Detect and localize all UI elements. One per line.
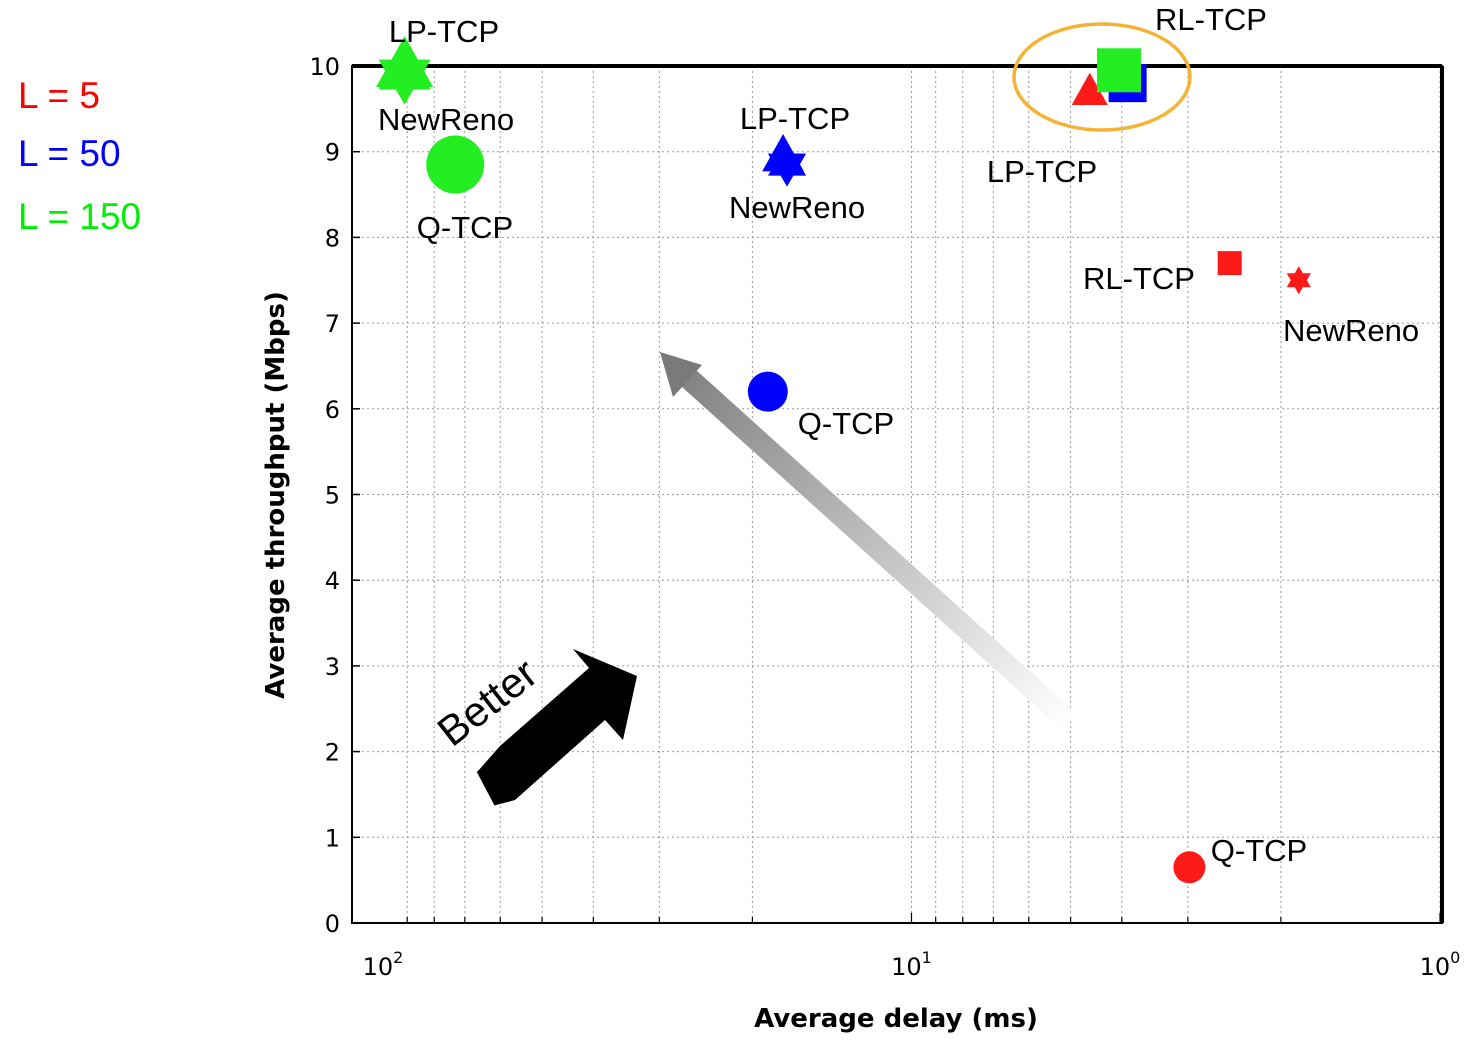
y-tick-label: 2 <box>325 739 340 767</box>
label-l150-newreno: NewReno <box>378 102 514 137</box>
legend-entry-l150: L = 150 <box>18 196 141 237</box>
y-tick-label: 1 <box>325 824 340 852</box>
y-tick-label: 6 <box>325 396 340 424</box>
x-axis-ticks: 102 101 100 <box>363 913 1461 981</box>
y-tick-label: 5 <box>325 482 340 510</box>
highlight-ellipse <box>1012 22 1192 132</box>
y-tick-label: 7 <box>325 310 340 338</box>
label-l50-lptcp: LP-TCP <box>740 101 850 136</box>
x-axis-title: Average delay (ms) <box>754 1004 1038 1034</box>
y-axis-ticks: 0 1 2 3 4 5 6 7 8 9 10 <box>309 53 360 938</box>
y-tick-label: 9 <box>325 139 340 167</box>
marker-150-qtcp <box>426 135 485 194</box>
point-labels: LP-TCP NewReno Q-TCP LP-TCP NewReno Q-TC… <box>378 2 1419 868</box>
y-axis-title: Average throughput (Mbps) <box>261 291 291 699</box>
marker-150-rltcp <box>1096 48 1141 93</box>
y-tick-label: 4 <box>325 567 340 595</box>
label-l150-qtcp: Q-TCP <box>417 210 513 245</box>
data-points <box>376 36 1311 884</box>
y-tick-label: 10 <box>309 53 340 81</box>
marker-5-newreno <box>1286 266 1311 295</box>
x-tick-label: 102 <box>363 948 404 981</box>
x-tick-label: 101 <box>891 948 932 981</box>
marker-150-lptcp <box>376 36 434 87</box>
legend: L = 5 L = 50 L = 150 <box>18 75 141 237</box>
marker-5-lptcp <box>1071 72 1108 106</box>
y-tick-label: 0 <box>325 910 340 938</box>
marker-5-rltcp <box>1217 251 1242 276</box>
label-l5-qtcp: Q-TCP <box>1211 833 1307 868</box>
marker-50-lptcp <box>762 133 804 172</box>
label-rltcp-cluster: RL-TCP <box>1155 2 1267 37</box>
legend-entry-l5: L = 5 <box>18 75 100 116</box>
trend-arrow <box>660 352 1078 731</box>
y-tick-label: 3 <box>325 653 340 681</box>
marker-50-qtcp <box>747 371 788 412</box>
label-l50-newreno: NewReno <box>729 190 865 225</box>
marker-5-qtcp <box>1173 851 1206 884</box>
label-l50-qtcp: Q-TCP <box>798 406 894 441</box>
x-tick-label: 100 <box>1420 948 1461 981</box>
label-l5-lptcp: LP-TCP <box>987 154 1097 189</box>
better-arrow <box>476 649 637 806</box>
label-l150-lptcp: LP-TCP <box>389 14 499 49</box>
label-l5-rltcp: RL-TCP <box>1083 261 1195 296</box>
label-l5-newreno: NewReno <box>1283 313 1419 348</box>
y-tick-label: 8 <box>325 224 340 252</box>
legend-entry-l50: L = 50 <box>18 133 121 174</box>
